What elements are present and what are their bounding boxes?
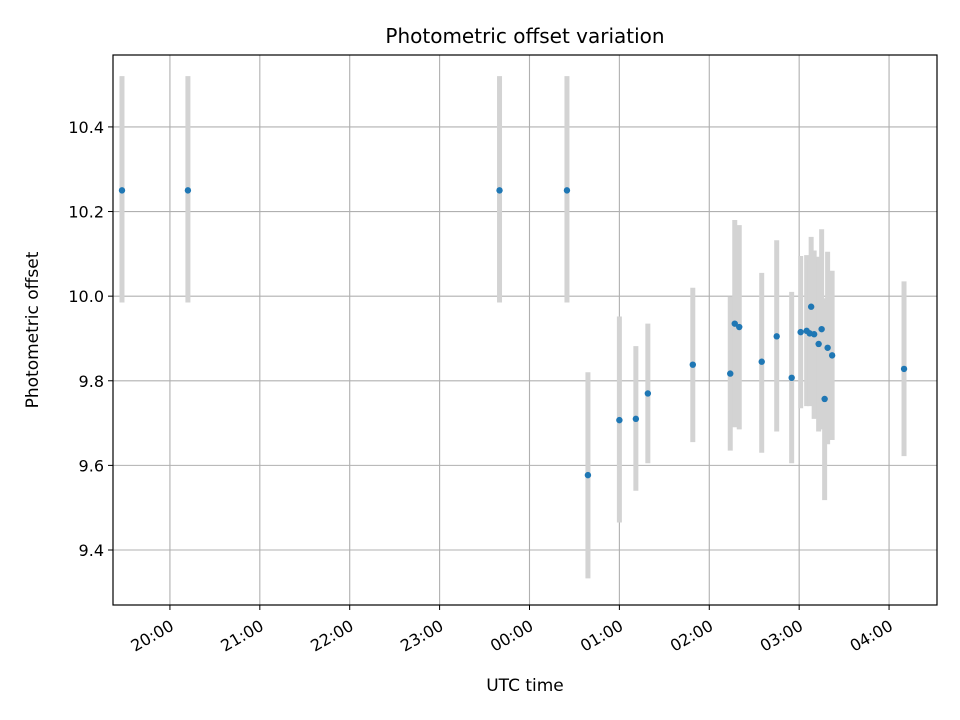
data-point xyxy=(824,344,831,351)
data-point xyxy=(788,374,795,382)
chart-title: Photometric offset variation xyxy=(385,24,664,48)
y-tick-label: 10.0 xyxy=(68,287,104,306)
data-point xyxy=(644,390,652,397)
data-point xyxy=(689,361,696,368)
data-point xyxy=(797,328,804,336)
y-tick-label: 9.6 xyxy=(79,456,104,475)
data-points xyxy=(118,187,908,479)
data-point xyxy=(828,352,836,359)
data-point xyxy=(616,416,623,424)
data-point xyxy=(821,395,828,403)
data-point xyxy=(563,187,571,194)
y-axis-title: Photometric offset xyxy=(23,251,43,408)
data-point xyxy=(900,365,908,373)
x-axis-title: UTC time xyxy=(486,676,564,696)
y-tick-label: 10.2 xyxy=(68,203,104,222)
y-tick-label: 9.8 xyxy=(79,372,104,391)
data-point xyxy=(496,187,503,194)
data-point xyxy=(818,325,825,333)
data-point xyxy=(731,320,738,327)
data-point xyxy=(815,340,822,348)
data-point xyxy=(807,303,815,310)
data-point xyxy=(727,370,734,377)
y-tick-label: 10.4 xyxy=(68,118,104,137)
y-axis-ticks: 9.4 9.6 9.8 10.0 10.2 10.4 xyxy=(68,118,113,560)
grid xyxy=(113,55,937,605)
y-tick-label: 9.4 xyxy=(79,541,104,560)
data-point xyxy=(584,471,592,479)
data-point xyxy=(184,187,192,194)
plot-frame xyxy=(112,54,938,606)
data-point xyxy=(810,331,818,338)
data-point xyxy=(118,187,126,194)
data-point xyxy=(736,323,743,331)
data-point xyxy=(632,415,640,423)
data-point xyxy=(758,358,765,365)
data-point xyxy=(773,333,780,340)
